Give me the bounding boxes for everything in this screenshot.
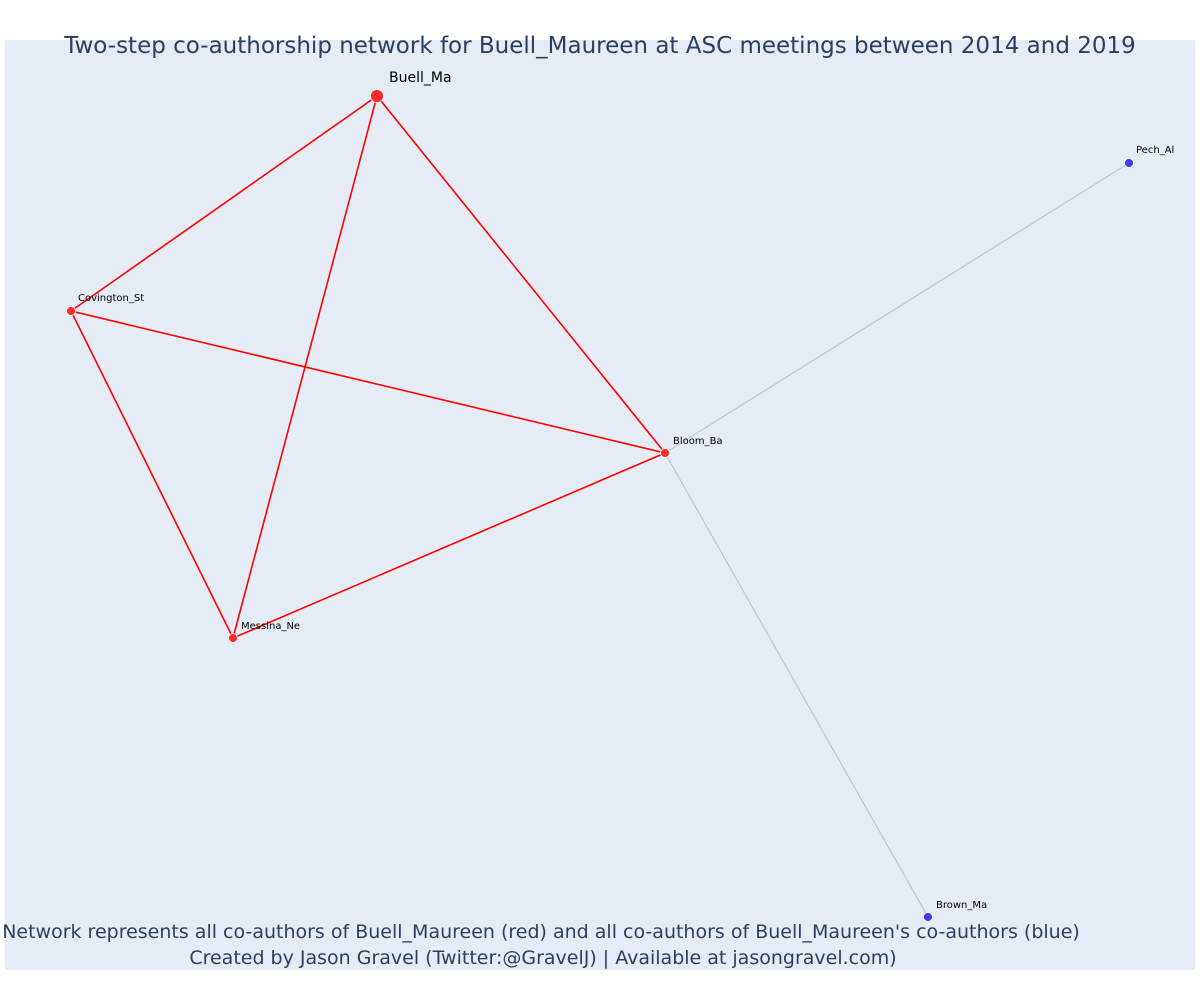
node-label-brown: Brown_Ma <box>936 900 987 911</box>
node-buell[interactable] <box>370 89 384 103</box>
edge-covington-messina <box>70 310 234 639</box>
edge-buell-covington <box>70 95 378 312</box>
edge-messina-bloom <box>232 452 666 639</box>
plot-background <box>5 40 1195 970</box>
node-covington[interactable] <box>66 306 76 316</box>
node-bloom[interactable] <box>660 448 670 458</box>
figure-caption-line2: Created by Jason Gravel (Twitter:@Gravel… <box>189 947 896 969</box>
edge-covington-bloom <box>70 310 666 454</box>
edge-buell-bloom <box>376 95 666 454</box>
node-label-pech: Pech_Al <box>1136 145 1174 156</box>
node-label-bloom: Bloom_Ba <box>673 436 723 447</box>
node-messina[interactable] <box>228 633 238 643</box>
node-label-messina: Messina_Ne <box>241 621 300 632</box>
figure-caption-line1: Network represents all co-authors of Bue… <box>2 921 1080 943</box>
edges-layer <box>70 95 1130 918</box>
edge-bloom-brown <box>664 452 929 918</box>
node-brown[interactable] <box>923 912 933 922</box>
figure-title: Two-step co-authorship network for Buell… <box>63 33 1136 59</box>
node-pech[interactable] <box>1124 158 1134 168</box>
edge-bloom-pech <box>664 162 1130 454</box>
labels-layer: Buell_Ma Covington_St Bloom_Ba Messina_Ne Pe… <box>78 70 1174 911</box>
nodes-layer <box>66 89 1134 922</box>
node-label-covington: Covington_St <box>78 293 144 304</box>
node-label-buell: Buell_Ma <box>389 70 452 86</box>
